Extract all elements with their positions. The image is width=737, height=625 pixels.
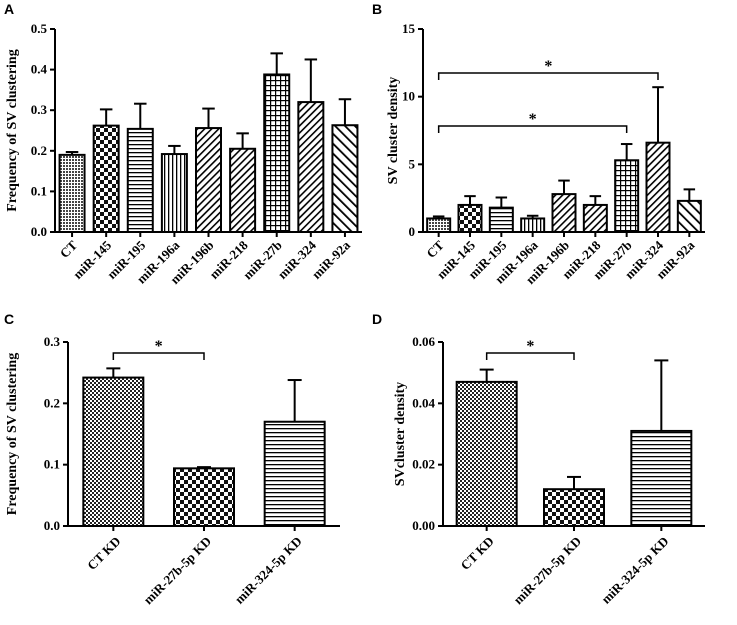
bar xyxy=(630,429,693,527)
category-label: miR-27b-5p KD xyxy=(510,534,584,608)
panel-letter-b: B xyxy=(372,1,382,17)
y-tick-label: 0 xyxy=(409,224,416,239)
bar xyxy=(488,206,514,233)
chart-panel-d: 0.00 0.02 0.04 0.06 SVcluster density CT KD mi… xyxy=(393,334,705,607)
bar xyxy=(263,73,291,233)
category-label: miR-27b-5p KD xyxy=(140,534,214,608)
bar xyxy=(543,488,605,528)
chart-panel-c: 0.0 0.1 0.2 0.3 Frequency of SV clustering CT… xyxy=(5,334,340,607)
bar xyxy=(457,203,483,233)
bar xyxy=(582,203,608,233)
bar xyxy=(676,199,702,234)
bar xyxy=(229,147,257,234)
bar xyxy=(126,127,154,234)
bar xyxy=(58,153,86,233)
bar xyxy=(551,193,577,234)
category-label: miR-324-5p KD xyxy=(598,534,671,607)
significance-bracket xyxy=(112,352,205,360)
significance-bracket xyxy=(437,72,659,80)
y-axis-title: Frequency of SV clustering xyxy=(5,353,20,515)
y-tick-label: 0.04 xyxy=(412,395,435,410)
panel-letter-a: A xyxy=(4,1,14,17)
category-label: CT xyxy=(57,237,81,261)
bar xyxy=(82,376,145,527)
y-axis-title: SVcluster density xyxy=(393,382,408,486)
bar xyxy=(160,153,188,234)
category-label: CT xyxy=(423,237,447,261)
significance-bracket xyxy=(437,125,628,133)
y-tick-label: 0.0 xyxy=(44,518,60,533)
significance-star: * xyxy=(526,338,534,355)
category-label: miR-324-5p KD xyxy=(232,534,305,607)
y-tick-label: 0.2 xyxy=(31,143,47,158)
panel-letter-d: D xyxy=(372,311,382,327)
bar xyxy=(173,467,235,528)
bar xyxy=(263,420,326,528)
bar xyxy=(297,101,325,233)
bar xyxy=(614,159,640,233)
bar xyxy=(331,124,359,233)
y-tick-label: 5 xyxy=(409,156,416,171)
bar xyxy=(195,127,222,233)
bar xyxy=(92,124,120,233)
y-tick-label: 0.00 xyxy=(412,518,435,533)
y-tick-label: 0.3 xyxy=(31,102,48,117)
significance-bracket xyxy=(485,352,575,360)
significance-star: * xyxy=(155,338,163,355)
bar xyxy=(520,217,546,233)
y-tick-label: 0.2 xyxy=(44,395,60,410)
y-axis-title: Frequency of SV clustering xyxy=(5,49,20,211)
category-label: CT KD xyxy=(457,534,496,573)
y-tick-label: 0.4 xyxy=(31,62,48,77)
y-tick-label: 0.5 xyxy=(31,21,48,36)
bar xyxy=(426,217,452,233)
y-tick-label: 0.0 xyxy=(31,224,47,239)
category-label: miR-92a xyxy=(309,237,354,282)
chart-panel-a: 0.0 0.1 0.2 0.3 0.4 0.5 Frequency of SV cluste… xyxy=(5,21,362,287)
y-tick-label: 0.02 xyxy=(412,457,435,472)
y-tick-label: 10 xyxy=(402,89,415,104)
y-tick-label: 0.1 xyxy=(31,183,47,198)
significance-star: * xyxy=(529,111,537,128)
significance-star: * xyxy=(544,58,552,75)
y-tick-label: 0.06 xyxy=(412,334,435,349)
bar xyxy=(645,141,671,233)
y-tick-label: 15 xyxy=(402,21,416,36)
y-tick-label: 0.3 xyxy=(44,334,61,349)
category-label: CT KD xyxy=(84,534,123,573)
y-axis-title: SV cluster density xyxy=(386,77,401,185)
panel-letter-c: C xyxy=(4,311,14,327)
y-tick-label: 0.1 xyxy=(44,457,60,472)
bar xyxy=(455,380,518,527)
